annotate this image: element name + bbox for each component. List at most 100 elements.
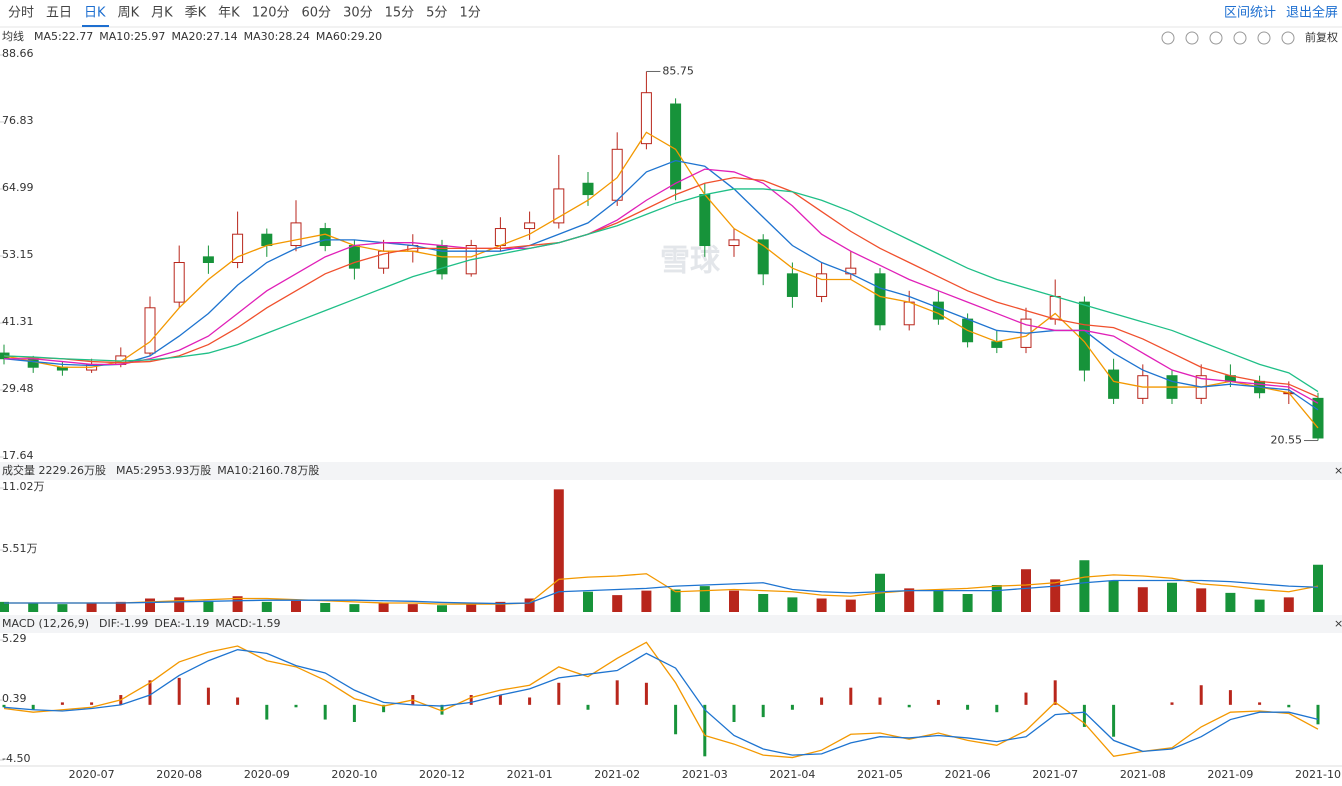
volume-bar <box>174 597 185 612</box>
candle-body <box>903 301 915 326</box>
icon[interactable] <box>1281 31 1295 45</box>
tab[interactable]: 日K <box>84 6 106 21</box>
volume-bar <box>641 590 652 612</box>
macd-bar <box>936 699 940 705</box>
tab[interactable]: 年K <box>218 6 240 21</box>
candle-body <box>261 233 273 247</box>
volume-bar <box>1225 592 1236 612</box>
macd-bar <box>1170 702 1174 705</box>
volume-bar <box>86 602 97 612</box>
legend-entry: MA10:25.97 <box>99 30 165 43</box>
ma-line <box>3 188 1319 393</box>
panel-title: 均线 <box>2 29 24 43</box>
volume-bar <box>291 600 301 612</box>
candle-body <box>611 148 623 201</box>
candle-body <box>991 341 1003 348</box>
macd-bar <box>995 704 999 713</box>
candle-body <box>640 92 652 145</box>
volume-bar <box>349 604 360 612</box>
macd-bar <box>265 704 269 720</box>
macd-bar <box>31 704 35 710</box>
legend-entry: MACD:-1.59 <box>215 617 280 630</box>
candle-body <box>348 245 360 269</box>
candle-body <box>699 194 711 247</box>
macd-bar <box>966 704 970 710</box>
legend-entry: DEA:-1.19 <box>154 617 209 630</box>
macd-header <box>0 615 1342 633</box>
tab[interactable]: 60分 <box>302 6 332 21</box>
icon[interactable] <box>1233 31 1247 45</box>
panel-title: 成交量 2229.26万股 <box>2 463 106 477</box>
macd-bar <box>1316 704 1320 725</box>
volume-header <box>0 462 1342 480</box>
tab[interactable]: 1分 <box>459 6 480 21</box>
volume-bar <box>729 590 739 612</box>
volume-bar <box>1108 580 1119 612</box>
y-tick-label: 76.83 <box>2 114 34 127</box>
volume-bar <box>1167 582 1177 612</box>
macd-bar <box>732 704 736 723</box>
volume-bar <box>115 601 126 612</box>
tab[interactable]: 30分 <box>343 6 373 21</box>
volume-bar <box>0 601 9 612</box>
icon[interactable] <box>1209 31 1223 45</box>
tab[interactable]: 分时 <box>8 6 34 21</box>
volume-bar <box>232 596 243 612</box>
macd-bar <box>703 704 707 757</box>
macd-bar <box>294 704 298 708</box>
macd-bar <box>1024 692 1028 705</box>
macd-bar <box>148 680 152 705</box>
volume-bar <box>1021 569 1031 612</box>
volume-bar <box>28 602 39 612</box>
macd-bar <box>323 704 327 720</box>
macd-bar <box>557 682 561 705</box>
icons <box>1161 31 1295 45</box>
adjust-mode[interactable]: 前复权 <box>1305 30 1338 44</box>
icon[interactable] <box>1257 31 1271 45</box>
x-tick-label: 2020-07 <box>69 768 115 781</box>
macd-bar <box>469 695 473 705</box>
volume-bar <box>612 595 623 612</box>
candle-body <box>786 273 798 297</box>
volume-bar <box>437 605 447 612</box>
tab[interactable]: 五日 <box>46 6 72 21</box>
macd-bar <box>206 687 210 705</box>
tab[interactable]: 周K <box>118 6 140 21</box>
macd-bar <box>1258 702 1262 705</box>
legend-entry: MA5:2953.93万股 <box>116 464 211 477</box>
macd-bar <box>1082 704 1086 727</box>
macd-bar <box>528 697 532 705</box>
tab[interactable]: 月K <box>151 6 173 21</box>
ma-line <box>3 649 1319 756</box>
y-tick-label: 29.48 <box>2 382 34 395</box>
ma-line <box>3 159 1319 411</box>
legend-entry: DIF:-1.99 <box>99 617 148 630</box>
macd-bar <box>177 677 181 705</box>
tab[interactable]: 120分 <box>252 6 290 21</box>
x-tick-label: 2020-08 <box>156 768 202 781</box>
tab[interactable]: 5分 <box>426 6 447 21</box>
icon[interactable] <box>1185 31 1199 45</box>
x-tick-label: 2021-01 <box>507 768 553 781</box>
macd-bar <box>644 682 648 705</box>
candle-body <box>1312 397 1324 439</box>
icon[interactable] <box>1161 31 1175 45</box>
macd-bar <box>820 697 824 705</box>
active-tab-underline <box>82 25 109 27</box>
tab[interactable]: 季K <box>185 6 207 21</box>
macd-bar <box>60 702 64 705</box>
exit-fullscreen[interactable]: 退出全屏 <box>1286 5 1338 21</box>
y-tick-label: 11.02万 <box>2 480 45 493</box>
volume-bar <box>787 597 798 612</box>
macd-bar <box>498 695 502 705</box>
close-icon[interactable]: × <box>1334 617 1342 630</box>
y-tick-label: 53.15 <box>2 248 34 261</box>
close-icon[interactable]: × <box>1334 464 1342 477</box>
x-tick-label: 2021-10 <box>1295 768 1341 781</box>
volume-bar <box>1050 579 1061 612</box>
range-stats[interactable]: 区间统计 <box>1224 6 1276 21</box>
tabs: 分时 五日 日K 周K 月K 季K 年K 120分 60分 30分 15分 5分 1分 <box>8 6 481 21</box>
volume-bar <box>261 601 272 612</box>
tab[interactable]: 15分 <box>385 6 415 21</box>
